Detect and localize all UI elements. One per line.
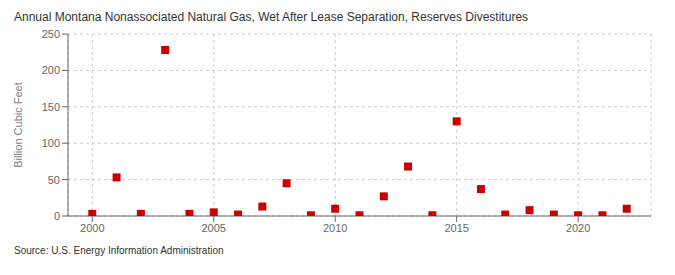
svg-text:2015: 2015	[444, 222, 468, 234]
svg-text:2020: 2020	[566, 222, 590, 234]
svg-text:150: 150	[42, 101, 60, 113]
svg-text:250: 250	[42, 28, 60, 40]
svg-text:2005: 2005	[202, 222, 226, 234]
svg-text:0: 0	[54, 210, 60, 222]
svg-text:Billion Cubic Feet: Billion Cubic Feet	[12, 82, 24, 168]
svg-text:2010: 2010	[323, 222, 347, 234]
html-text:Annual Montana Nonassociated N: Annual Montana Nonassociated Natural Gas…	[14, 10, 529, 24]
svg-text:200: 200	[42, 64, 60, 76]
svg-text:2000: 2000	[80, 222, 104, 234]
svg-text:50: 50	[48, 174, 60, 186]
svg-text:100: 100	[42, 137, 60, 149]
html-text:Source: U.S. Energy Informatio: Source: U.S. Energy Information Administ…	[14, 245, 224, 256]
